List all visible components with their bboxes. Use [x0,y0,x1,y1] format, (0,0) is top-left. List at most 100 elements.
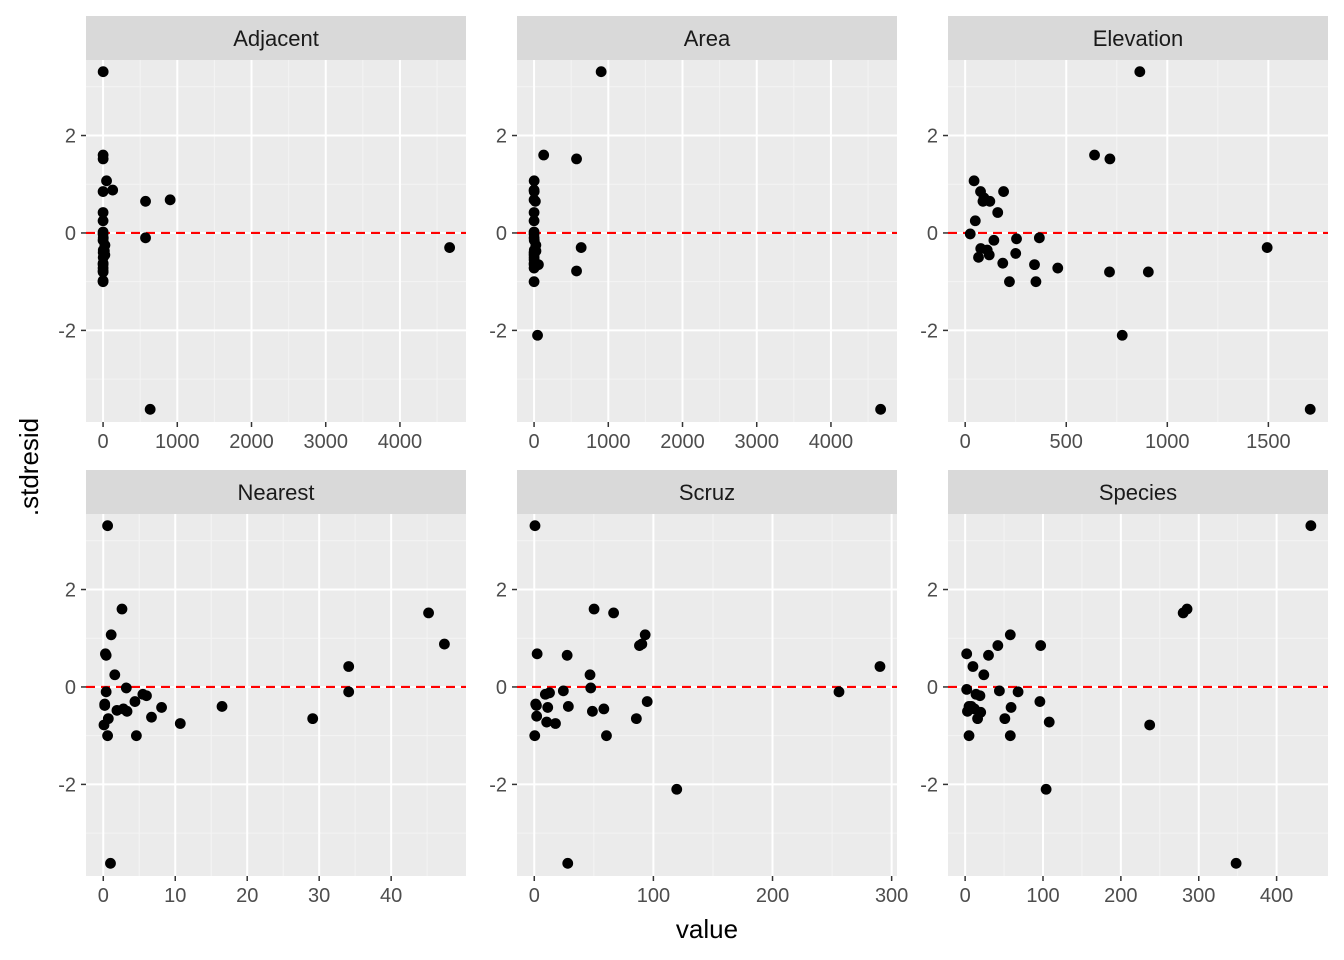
data-point [100,686,112,698]
y-tick-label: 0 [496,223,507,245]
data-point [444,242,456,253]
x-tick-label: 1500 [1246,431,1291,453]
data-point [1116,329,1128,341]
data-point [630,713,642,725]
y-tick-label: 0 [65,677,76,699]
x-tick-label: 40 [380,885,402,907]
x-tick-label: 10 [164,885,186,907]
x-tick-label: 1000 [586,431,631,453]
data-point [116,603,128,615]
data-point [562,701,574,712]
data-point [588,603,600,615]
data-point [571,265,582,277]
y-tick-label: 0 [65,223,76,245]
x-tick-label: 20 [236,885,258,907]
y-tick-label: 0 [927,677,938,699]
data-point [671,783,683,795]
facet-strip-label: Elevation [1093,26,1184,51]
facet-panel-area: Area 0 1000 2000 3000 4000 -2 0 2 [489,16,897,453]
y-tick-label: 2 [496,580,507,602]
x-tick-label: 2000 [229,431,274,453]
data-point [575,242,587,253]
x-tick-label: 100 [637,885,670,907]
x-tick-label: 0 [98,431,109,453]
data-point [1230,857,1242,869]
data-point [1261,242,1273,253]
data-point [973,251,984,263]
data-point [1089,149,1100,161]
data-point [97,186,109,197]
data-point [1304,403,1316,415]
x-tick-label: 0 [98,885,109,907]
data-point [531,648,543,660]
data-point [99,698,111,710]
data-point [109,669,121,681]
data-point [129,696,141,707]
y-tick-label: -2 [920,320,938,342]
y-axis-title: .stdresid [14,418,44,516]
data-point [993,685,1005,697]
data-point [557,685,569,697]
data-point [963,701,975,712]
y-tick-label: 2 [927,580,938,602]
y-tick-label: 0 [496,677,507,699]
y-tick-label: -2 [58,320,76,342]
y-tick-label: 2 [65,580,76,602]
data-point [1144,719,1156,731]
data-point [532,329,543,341]
data-point [961,648,973,660]
data-point [146,711,157,723]
data-point [105,629,117,641]
facet-strip-label: Adjacent [233,26,319,51]
data-point [641,696,653,707]
data-point [174,718,186,729]
data-point [528,207,540,218]
data-point [595,66,607,78]
data-point [963,730,975,742]
x-tick-label: 200 [1104,885,1137,907]
data-point [1010,248,1022,259]
data-point [101,175,112,187]
x-axis-title: value [676,914,738,944]
x-tick-label: 4000 [809,431,854,453]
x-tick-label: 300 [1182,885,1215,907]
data-point [528,184,540,196]
data-point [587,705,598,717]
data-point [975,243,987,254]
data-point [571,153,582,165]
data-point [120,682,132,694]
facet-strip-label: Species [1099,480,1177,505]
data-point [562,857,574,869]
data-point [529,520,541,532]
x-tick-label: 100 [1026,885,1059,907]
data-point [969,215,981,227]
data-point [964,228,976,240]
data-point [1035,640,1047,651]
data-point [875,403,887,415]
facet-strip-label: Nearest [237,480,314,505]
data-point [105,857,116,869]
data-point [97,66,109,78]
y-tick-label: -2 [920,774,938,796]
x-tick-label: 0 [529,431,540,453]
data-point [528,276,540,288]
facet-panel-species: Species 0 100 200 300 400 -2 0 2 [920,470,1328,907]
data-point [833,686,845,698]
x-tick-label: 0 [529,885,540,907]
data-point [121,705,133,717]
data-point [97,247,109,258]
data-point [544,687,555,699]
x-tick-label: 3000 [734,431,779,453]
data-point [636,638,648,650]
data-point [343,661,355,672]
data-point [978,192,990,204]
data-point [1011,233,1022,245]
facet-strip-area [517,16,897,60]
data-point [1004,730,1016,742]
data-point [528,194,540,206]
data-point [343,686,355,698]
data-point [639,629,651,641]
data-point [528,247,540,258]
data-point [97,275,109,287]
